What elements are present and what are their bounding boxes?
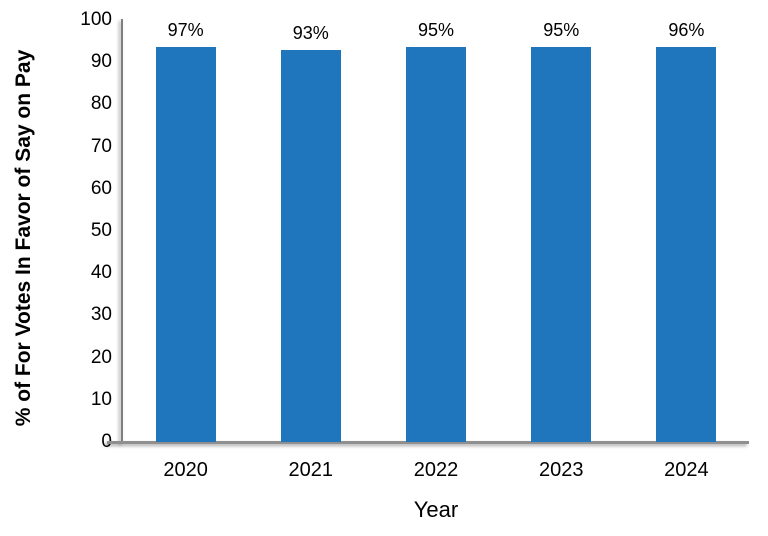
bar-data-label: 97% [167, 20, 204, 40]
x-axis-line [107, 441, 749, 444]
y-tick-label: 90 [90, 51, 112, 73]
bar-slot: 95% [499, 20, 624, 442]
y-tick-label: 40 [90, 262, 112, 284]
y-tick-label: 50 [90, 220, 112, 241]
bar-slot: 96% [624, 20, 749, 442]
bar-slot: 95% [373, 20, 498, 442]
y-tick-label: 20 [90, 346, 112, 368]
y-tick-label: 0 [38, 431, 112, 453]
plot-area: 97% 93% 95% 95% 96% [123, 20, 749, 442]
y-tick-label: 100 [80, 9, 112, 30]
x-tick-label: 2022 [413, 459, 459, 481]
bar [155, 47, 216, 442]
bar [406, 47, 466, 442]
bar-slot: 93% [248, 20, 373, 442]
x-tick-label: 2023 [538, 459, 584, 481]
bar [656, 47, 717, 442]
bar-slot: 97% [123, 20, 248, 442]
bar [280, 49, 341, 442]
y-tick-label: 10 [90, 388, 112, 410]
bar-data-label: 93% [292, 22, 329, 43]
x-tick-label: 2020 [163, 459, 208, 481]
y-tick-label: 60 [90, 177, 112, 199]
bar-data-label: 95% [543, 20, 580, 40]
bar [531, 47, 592, 442]
y-tick-label: 30 [90, 304, 112, 326]
y-tick-label: 80 [90, 93, 112, 115]
x-axis-tick-labels: 2020 2021 2022 2023 2024 [123, 458, 749, 482]
x-tick-label: 2024 [664, 459, 709, 481]
y-axis-title: % of For Votes In Favor of Say on Pay [12, 49, 35, 427]
bar-data-label: 95% [417, 20, 455, 40]
x-tick-label: 2021 [288, 459, 334, 481]
bar-data-label: 96% [668, 20, 705, 40]
y-axis-line [121, 19, 123, 443]
x-axis-title: Year [413, 497, 459, 522]
y-tick-label: 70 [90, 135, 112, 157]
